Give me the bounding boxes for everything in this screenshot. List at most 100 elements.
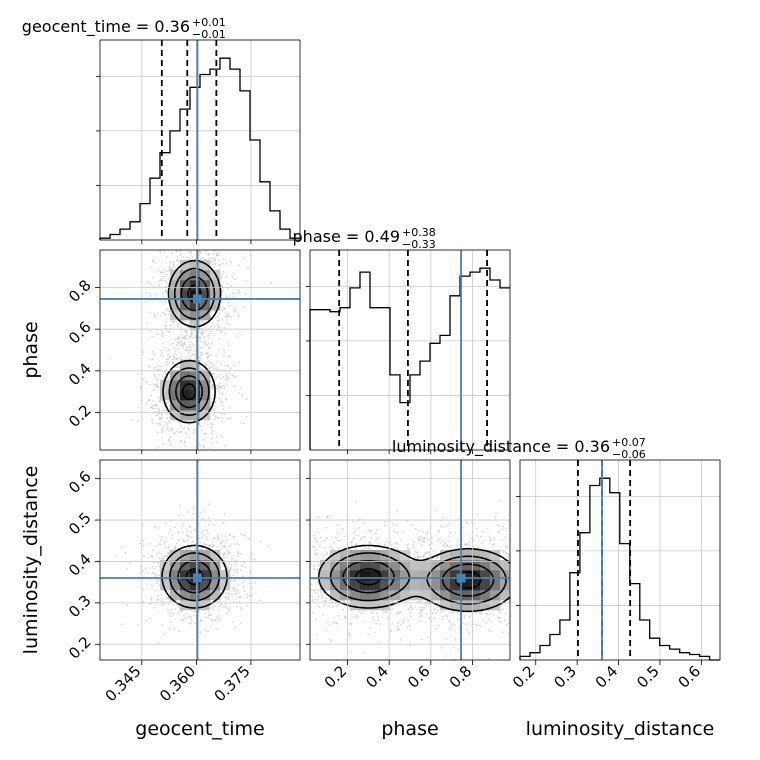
- sample-point: [326, 515, 329, 518]
- sample-point: [447, 535, 450, 538]
- sample-point: [449, 628, 451, 630]
- sample-point: [168, 404, 171, 407]
- sample-point: [212, 387, 214, 390]
- density-cell: [200, 380, 211, 391]
- sample-point: [311, 599, 314, 602]
- sample-point: [317, 605, 320, 608]
- sample-point: [368, 548, 370, 550]
- density-cell: [390, 550, 401, 561]
- sample-point: [176, 337, 179, 340]
- sample-point: [414, 606, 416, 609]
- sample-point: [416, 551, 419, 554]
- sample-point: [167, 553, 170, 556]
- sample-point: [223, 552, 226, 555]
- sample-point: [434, 612, 437, 614]
- sample-point: [321, 596, 324, 599]
- sample-point: [426, 531, 429, 534]
- sample-point: [158, 422, 161, 425]
- sample-point: [184, 331, 187, 334]
- sample-point: [360, 612, 363, 614]
- sample-point: [385, 540, 388, 543]
- sample-point: [191, 343, 194, 345]
- sample-point: [149, 266, 152, 269]
- sample-point: [190, 530, 193, 533]
- sample-point: [188, 622, 191, 625]
- sample-point: [348, 633, 351, 636]
- sample-point: [337, 603, 340, 606]
- x-tick-label: 0.8: [446, 662, 476, 692]
- sample-point: [221, 562, 224, 565]
- sample-point: [390, 543, 393, 546]
- sample-point: [258, 599, 261, 602]
- sample-point: [166, 417, 169, 420]
- sample-point: [155, 553, 158, 555]
- sample-point: [174, 338, 177, 341]
- sample-point: [178, 514, 181, 517]
- sample-point: [498, 531, 501, 534]
- sample-point: [230, 567, 232, 569]
- sample-point: [225, 597, 228, 599]
- sample-point: [151, 422, 154, 425]
- density-cell: [200, 590, 211, 601]
- sample-point: [204, 612, 207, 615]
- sample-point: [422, 554, 425, 557]
- sample-point: [180, 252, 183, 255]
- sample-point: [494, 516, 497, 519]
- sample-point: [221, 289, 224, 291]
- sample-point: [384, 524, 387, 527]
- sample-point: [432, 550, 435, 552]
- sample-point: [156, 431, 159, 434]
- contour-line: [329, 552, 507, 605]
- sample-point: [157, 594, 160, 596]
- sample-point: [211, 385, 214, 387]
- sample-point: [212, 260, 215, 263]
- sample-point: [317, 589, 320, 591]
- sample-point: [158, 557, 161, 559]
- sample-point: [166, 402, 168, 405]
- sample-point: [240, 387, 243, 390]
- sample-point: [206, 529, 208, 532]
- sample-point: [180, 344, 183, 347]
- sample-point: [314, 554, 317, 557]
- sample-point: [227, 376, 229, 379]
- density-cell: [180, 560, 191, 571]
- sample-point: [231, 374, 234, 377]
- sample-point: [245, 398, 248, 400]
- sample-point: [186, 251, 189, 254]
- sample-point: [218, 338, 221, 340]
- sample-point: [445, 637, 448, 640]
- sample-point: [399, 638, 402, 641]
- sample-point: [157, 642, 160, 644]
- sample-point: [363, 522, 366, 524]
- sample-point: [143, 555, 145, 557]
- density-cell: [380, 590, 391, 601]
- sample-point: [233, 278, 236, 281]
- sample-point: [207, 630, 210, 633]
- density-cell: [370, 590, 381, 601]
- sample-point: [225, 378, 227, 380]
- sample-point: [451, 611, 453, 614]
- sample-point: [469, 615, 472, 617]
- sample-point: [217, 534, 219, 536]
- sample-point: [394, 542, 397, 545]
- sample-point: [232, 579, 235, 582]
- sample-point: [235, 563, 238, 566]
- sample-point: [377, 619, 380, 622]
- density-cell: [400, 590, 411, 601]
- sample-point: [224, 316, 227, 319]
- sample-point: [410, 604, 412, 607]
- sample-point: [454, 531, 457, 534]
- sample-point: [216, 441, 219, 444]
- sample-point: [214, 259, 217, 262]
- sample-point: [239, 596, 242, 599]
- sample-point: [237, 584, 240, 586]
- sample-point: [442, 544, 445, 547]
- sample-point: [217, 368, 220, 371]
- sample-point: [448, 540, 451, 543]
- sample-point: [180, 440, 182, 443]
- sample-point: [180, 355, 183, 358]
- sample-point: [370, 537, 373, 539]
- sample-point: [166, 557, 169, 559]
- sample-point: [229, 551, 231, 554]
- sample-point: [190, 536, 193, 539]
